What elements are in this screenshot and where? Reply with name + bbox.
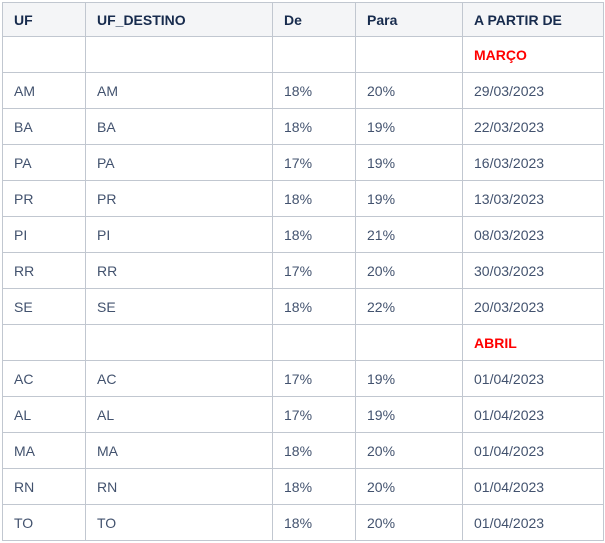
cell-para: 19%	[355, 108, 463, 145]
cell-uf-destino	[85, 36, 273, 73]
cell-para: 19%	[355, 144, 463, 181]
table-row: PA PA 17% 19% 16/03/2023	[2, 144, 604, 181]
cell-uf: RR	[2, 252, 86, 289]
cell-de: 17%	[272, 396, 356, 433]
column-header-de: De	[272, 2, 356, 37]
cell-de: 17%	[272, 144, 356, 181]
cell-para: 21%	[355, 216, 463, 253]
cell-para: 19%	[355, 396, 463, 433]
cell-de: 18%	[272, 108, 356, 145]
cell-a-partir-de: 01/04/2023	[462, 468, 604, 505]
table-row: AC AC 17% 19% 01/04/2023	[2, 360, 604, 397]
cell-uf: PR	[2, 180, 86, 217]
cell-uf-destino: AL	[85, 396, 273, 433]
column-header-a-partir-de: A PARTIR DE	[462, 2, 604, 37]
column-header-uf: UF	[2, 2, 86, 37]
cell-de	[272, 36, 356, 73]
cell-uf-destino: MA	[85, 432, 273, 469]
cell-a-partir-de: 30/03/2023	[462, 252, 604, 289]
cell-para: 20%	[355, 468, 463, 505]
cell-para	[355, 324, 463, 361]
cell-uf: PI	[2, 216, 86, 253]
cell-uf: MA	[2, 432, 86, 469]
cell-para: 20%	[355, 504, 463, 541]
table-body: MARÇO AM AM 18% 20% 29/03/2023 BA BA 18% 19% 22/03…	[2, 36, 604, 541]
cell-uf-destino: AC	[85, 360, 273, 397]
cell-para: 19%	[355, 360, 463, 397]
cell-para: 20%	[355, 72, 463, 109]
cell-uf: SE	[2, 288, 86, 325]
column-header-para: Para	[355, 2, 463, 37]
column-header-uf-destino: UF_DESTINO	[85, 2, 273, 37]
cell-uf: TO	[2, 504, 86, 541]
cell-uf-destino: AM	[85, 72, 273, 109]
cell-para	[355, 36, 463, 73]
table-row: MA MA 18% 20% 01/04/2023	[2, 432, 604, 469]
cell-uf	[2, 36, 86, 73]
table-row: PR PR 18% 19% 13/03/2023	[2, 180, 604, 217]
cell-a-partir-de: 01/04/2023	[462, 396, 604, 433]
cell-uf: BA	[2, 108, 86, 145]
cell-uf-destino: TO	[85, 504, 273, 541]
cell-uf: AL	[2, 396, 86, 433]
cell-a-partir-de: 22/03/2023	[462, 108, 604, 145]
table-row: RR RR 17% 20% 30/03/2023	[2, 252, 604, 289]
table-row: BA BA 18% 19% 22/03/2023	[2, 108, 604, 145]
table-row: PI PI 18% 21% 08/03/2023	[2, 216, 604, 253]
cell-a-partir-de: 01/04/2023	[462, 432, 604, 469]
header-row: UF UF_DESTINO De Para A PARTIR DE	[2, 2, 604, 37]
cell-a-partir-de: 01/04/2023	[462, 360, 604, 397]
table-row: SE SE 18% 22% 20/03/2023	[2, 288, 604, 325]
cell-uf-destino: SE	[85, 288, 273, 325]
cell-a-partir-de: 13/03/2023	[462, 180, 604, 217]
cell-uf-destino: RN	[85, 468, 273, 505]
cell-de: 18%	[272, 216, 356, 253]
cell-de: 17%	[272, 360, 356, 397]
table-row: AL AL 17% 19% 01/04/2023	[2, 396, 604, 433]
cell-a-partir-de: 08/03/2023	[462, 216, 604, 253]
cell-uf: AM	[2, 72, 86, 109]
cell-uf-destino: PA	[85, 144, 273, 181]
cell-de: 18%	[272, 504, 356, 541]
cell-de: 17%	[272, 252, 356, 289]
cell-para: 20%	[355, 432, 463, 469]
cell-para: 19%	[355, 180, 463, 217]
cell-de	[272, 324, 356, 361]
month-separator-row: MARÇO	[2, 36, 604, 73]
cell-uf-destino: PI	[85, 216, 273, 253]
table-row: TO TO 18% 20% 01/04/2023	[2, 504, 604, 541]
month-separator-row: ABRIL	[2, 324, 604, 361]
cell-uf: RN	[2, 468, 86, 505]
cell-para: 22%	[355, 288, 463, 325]
cell-a-partir-de: 01/04/2023	[462, 504, 604, 541]
cell-de: 18%	[272, 288, 356, 325]
cell-uf-destino: PR	[85, 180, 273, 217]
cell-de: 18%	[272, 72, 356, 109]
cell-de: 18%	[272, 180, 356, 217]
cell-a-partir-de: MARÇO	[462, 36, 604, 73]
cell-a-partir-de: 16/03/2023	[462, 144, 604, 181]
cell-uf-destino: RR	[85, 252, 273, 289]
cell-uf-destino: BA	[85, 108, 273, 145]
cell-uf	[2, 324, 86, 361]
cell-de: 18%	[272, 432, 356, 469]
cell-uf-destino	[85, 324, 273, 361]
table-row: RN RN 18% 20% 01/04/2023	[2, 468, 604, 505]
table-row: AM AM 18% 20% 29/03/2023	[2, 72, 604, 109]
cell-a-partir-de: 29/03/2023	[462, 72, 604, 109]
cell-uf: PA	[2, 144, 86, 181]
cell-a-partir-de: 20/03/2023	[462, 288, 604, 325]
cell-para: 20%	[355, 252, 463, 289]
cell-de: 18%	[272, 468, 356, 505]
cell-a-partir-de: ABRIL	[462, 324, 604, 361]
table-header: UF UF_DESTINO De Para A PARTIR DE	[2, 2, 604, 37]
cell-uf: AC	[2, 360, 86, 397]
